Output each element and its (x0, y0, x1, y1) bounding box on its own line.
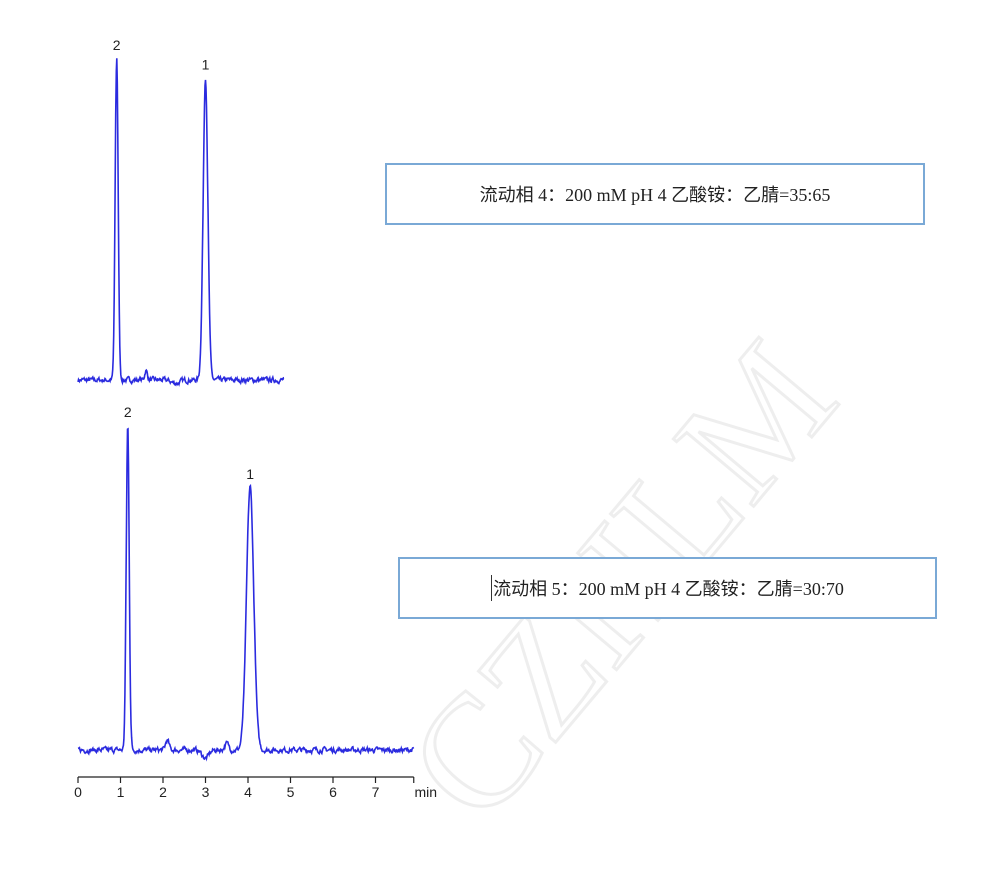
trace-line (77, 427, 415, 762)
annotation-text: 流动相 4：200 mM pH 4 乙酸铵：乙腈=35:65 (479, 185, 831, 205)
x-tick-label: 7 (372, 784, 380, 800)
x-tick-label: 2 (159, 784, 167, 800)
x-tick-label: 0 (74, 784, 82, 800)
x-tick-label: 6 (329, 784, 337, 800)
x-tick-label: 5 (287, 784, 295, 800)
annotation-text: 流动相 5：200 mM pH 4 乙酸铵：乙腈=30:70 (491, 575, 844, 601)
x-tick-label: 3 (202, 784, 210, 800)
mobile-phase-4-label: 流动相 4：200 mM pH 4 乙酸铵：乙腈=35:65 (385, 163, 925, 225)
chromatogram-bottom: 21 (77, 404, 415, 762)
x-tick-label: 1 (117, 784, 125, 800)
x-tick-label: 4 (244, 784, 252, 800)
mobile-phase-5-label: 流动相 5：200 mM pH 4 乙酸铵：乙腈=30:70 (398, 557, 937, 619)
peak-label: 1 (202, 56, 210, 72)
peak-label: 2 (113, 37, 121, 53)
peak-label: 2 (124, 404, 132, 420)
peak-label: 1 (246, 466, 254, 482)
chromatogram-top: 21 (77, 37, 285, 387)
trace-line (77, 58, 285, 387)
x-axis: 0 1 2 3 4 5 6 7 min (74, 776, 437, 800)
x-axis-unit: min (414, 784, 437, 800)
